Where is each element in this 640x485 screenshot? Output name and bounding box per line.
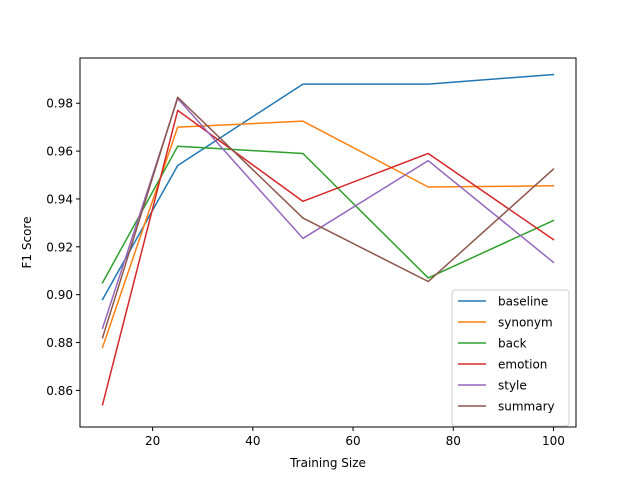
legend: baseline synonym back emotion style summary xyxy=(451,289,570,427)
series-layer xyxy=(101,73,555,406)
x-tick-label: 60 xyxy=(345,434,360,448)
y-tick-label: 0.90 xyxy=(46,288,73,302)
y-axis: 0.86 0.88 0.90 0.92 0.94 0.96 0.98 xyxy=(46,97,80,398)
y-tick-label: 0.98 xyxy=(46,97,73,111)
x-axis: 20 40 60 80 100 xyxy=(145,427,565,448)
legend-label-emotion: emotion xyxy=(498,358,547,372)
series-line-back xyxy=(101,145,555,284)
y-tick-label: 0.94 xyxy=(46,192,73,206)
y-tick-label: 0.96 xyxy=(46,145,73,159)
x-tick-label: 80 xyxy=(446,434,461,448)
legend-label-summary: summary xyxy=(498,400,555,414)
series-line-summary xyxy=(101,96,555,339)
legend-label-synonym: synonym xyxy=(498,316,553,330)
series-line-synonym xyxy=(101,120,555,349)
y-tick-label: 0.86 xyxy=(46,384,73,398)
y-tick-label: 0.88 xyxy=(46,336,73,350)
x-tick-label: 40 xyxy=(245,434,260,448)
x-tick-label: 100 xyxy=(542,434,565,448)
x-axis-label: Training Size xyxy=(289,456,366,470)
legend-label-baseline: baseline xyxy=(498,295,548,309)
y-axis-label: F1 Score xyxy=(20,217,34,269)
series-line-emotion xyxy=(101,109,555,406)
x-tick-label: 20 xyxy=(145,434,160,448)
legend-box xyxy=(451,289,570,427)
legend-label-back: back xyxy=(498,337,527,351)
axes-frame xyxy=(79,57,577,428)
y-tick-label: 0.92 xyxy=(46,240,73,254)
legend-label-style: style xyxy=(498,379,527,393)
